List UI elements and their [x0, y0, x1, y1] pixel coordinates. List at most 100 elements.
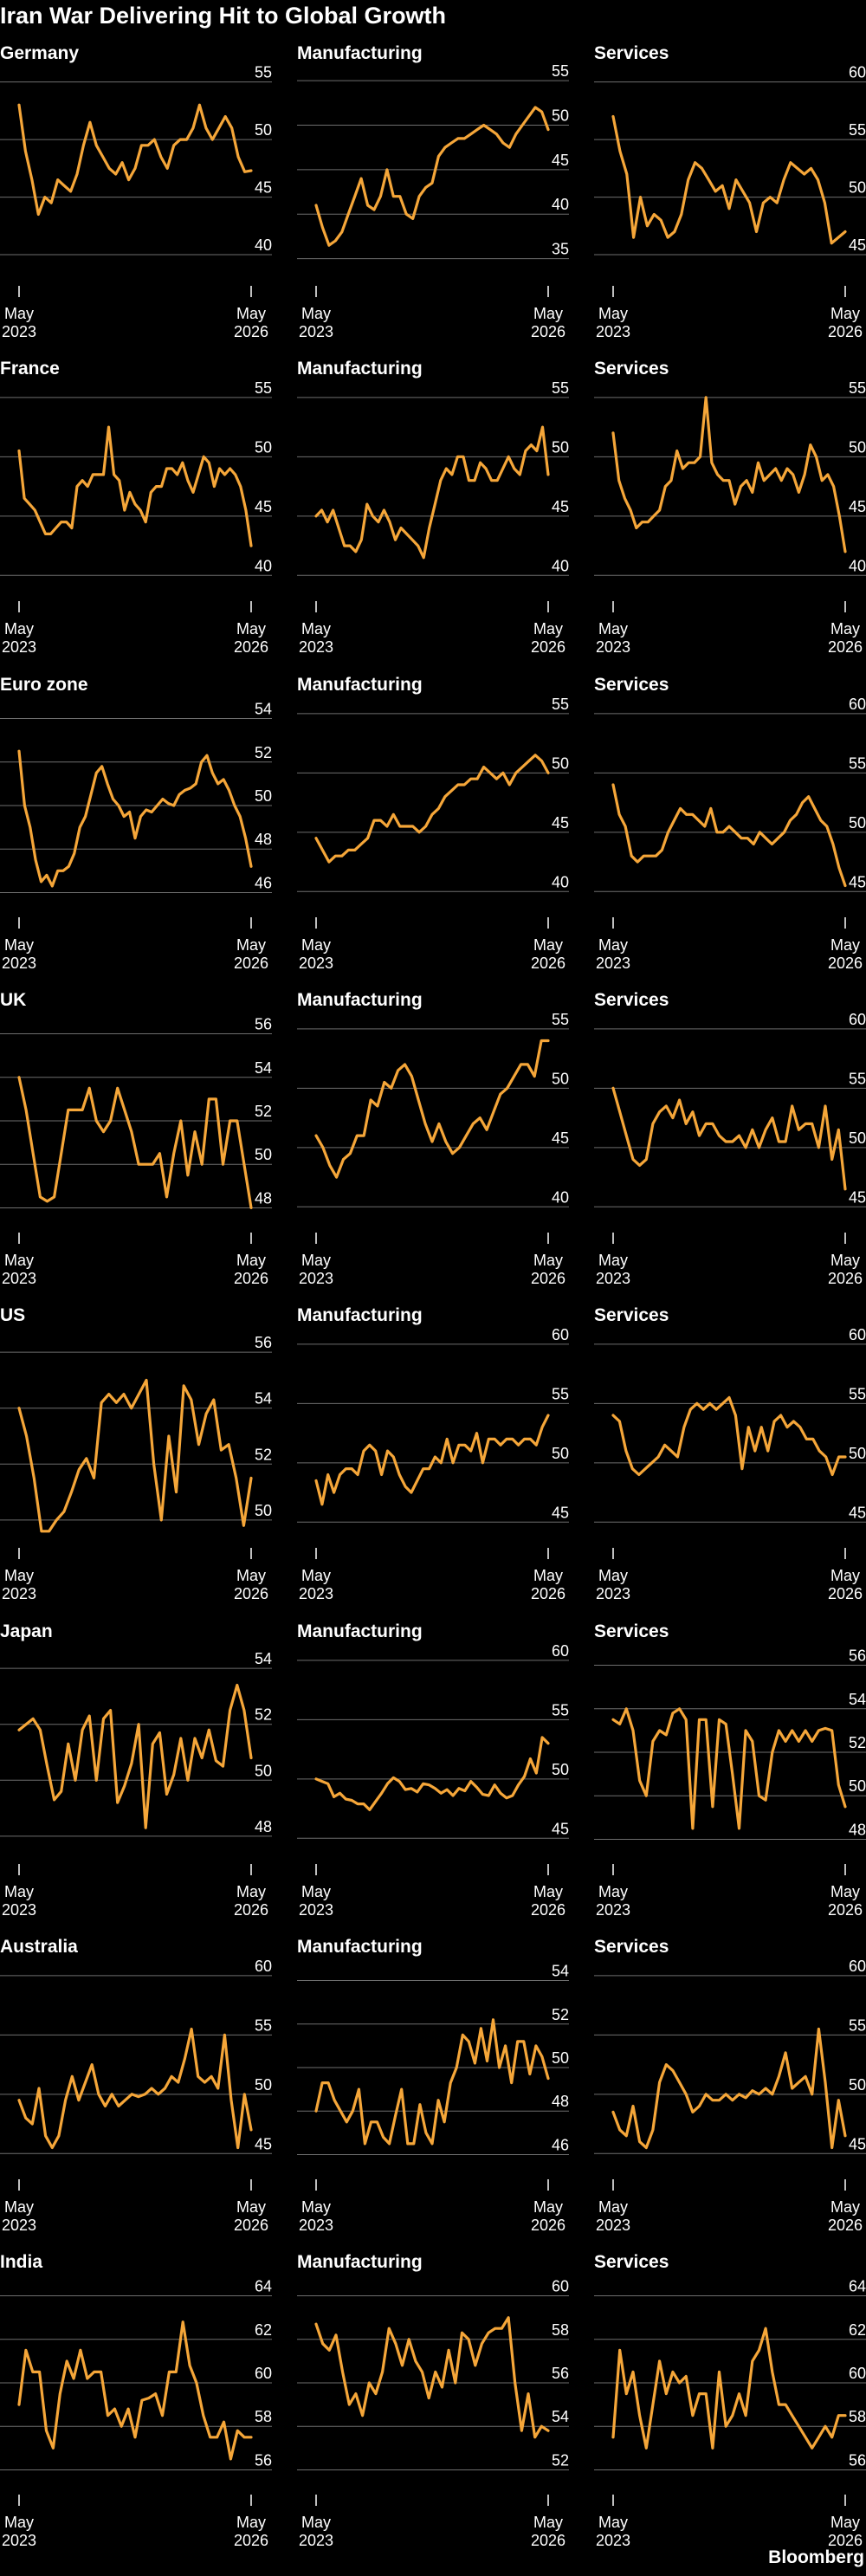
y-tick-label: 50 [849, 179, 866, 197]
y-tick-label: 48 [552, 2093, 569, 2110]
data-point [651, 2403, 655, 2406]
data-point [611, 2111, 615, 2113]
data-point [410, 1491, 413, 1494]
data-point [792, 1420, 795, 1423]
data-point [618, 150, 622, 152]
data-point [347, 213, 350, 216]
data-point [197, 1443, 200, 1446]
data-point [181, 462, 184, 464]
data-point [412, 2142, 415, 2146]
data-point [32, 1152, 35, 1155]
source-label: Bloomberg [768, 2547, 864, 2567]
data-point [513, 1075, 515, 1078]
data-point [342, 1158, 345, 1161]
x-tick-label: May [598, 1883, 628, 1900]
data-point [831, 843, 835, 845]
data-point [481, 1793, 484, 1796]
data-point [611, 431, 615, 435]
data-point [751, 2089, 753, 2092]
panel-title: Germany [0, 43, 79, 63]
data-point [414, 2359, 417, 2363]
data-point [60, 521, 62, 523]
data-point [334, 855, 337, 858]
data-point [666, 236, 669, 239]
data-point [172, 1773, 175, 1776]
data-point [32, 1718, 35, 1720]
data-point [86, 2377, 89, 2380]
data-point [117, 804, 120, 807]
data-point [78, 1468, 81, 1471]
y-tick-label: 50 [255, 121, 272, 139]
data-point [100, 1401, 103, 1404]
data-point [416, 1479, 418, 1482]
data-point [213, 485, 216, 488]
x-tick-label: May [301, 1252, 331, 1269]
data-point [731, 2099, 734, 2101]
data-point [356, 1473, 359, 1476]
data-point [463, 783, 466, 786]
data-point [462, 456, 465, 458]
y-tick-label: 50 [552, 1070, 569, 1087]
data-point [164, 2087, 166, 2090]
x-tick-label: 2026 [531, 323, 565, 340]
data-point [133, 2436, 137, 2438]
data-point [665, 2063, 668, 2066]
data-point [51, 2146, 54, 2149]
x-tick-label: May [598, 2514, 628, 2531]
data-point [625, 172, 628, 176]
y-tick-label: 45 [552, 814, 569, 832]
data-point [39, 521, 42, 523]
data-point [333, 1796, 335, 1798]
data-point [649, 855, 651, 858]
y-tick-label: 45 [849, 873, 866, 890]
data-point [656, 1455, 660, 1459]
x-tick-label: 2023 [596, 1585, 630, 1602]
data-point [517, 1783, 520, 1786]
data-point [495, 133, 498, 135]
data-point [535, 1771, 538, 1775]
data-point [242, 1524, 245, 1527]
data-point [111, 2093, 113, 2095]
y-tick-label: 60 [849, 2365, 866, 2382]
x-tick-label: May [301, 1883, 331, 1900]
y-tick-label: 60 [552, 2278, 569, 2295]
data-point [789, 819, 792, 822]
data-point [62, 1511, 66, 1513]
data-point [777, 837, 779, 839]
x-tick-label: May [598, 305, 628, 322]
y-tick-label: 55 [552, 1011, 569, 1028]
y-tick-label: 58 [552, 2321, 569, 2339]
data-point [660, 219, 662, 222]
y-tick-label: 55 [255, 64, 272, 81]
data-point [718, 2099, 721, 2101]
data-point [358, 2087, 360, 2091]
data-point [651, 1740, 655, 1743]
data-point [107, 425, 110, 429]
data-point [114, 172, 117, 176]
data-point [824, 2425, 827, 2428]
data-point [417, 1098, 420, 1102]
data-point [203, 456, 205, 458]
data-point [469, 778, 472, 780]
data-point [758, 2349, 760, 2352]
data-point [678, 1098, 681, 1102]
data-point [843, 884, 847, 887]
y-tick-label: 45 [552, 1129, 569, 1147]
data-point [494, 1783, 496, 1786]
x-tick-label: 2026 [531, 1901, 565, 1919]
y-tick-label: 54 [552, 1963, 569, 1980]
panel-title: Japan [0, 1621, 53, 1641]
data-point [488, 1794, 490, 1797]
data-point [168, 2371, 171, 2373]
panel-title: Services [594, 2252, 669, 2272]
y-tick-label: 50 [849, 2076, 866, 2094]
data-point [434, 1787, 436, 1790]
data-point [495, 778, 498, 780]
series-line [17, 1683, 253, 1829]
data-point [618, 1110, 621, 1113]
data-point [186, 1779, 190, 1782]
data-point [17, 1407, 21, 1409]
data-point [687, 178, 689, 181]
